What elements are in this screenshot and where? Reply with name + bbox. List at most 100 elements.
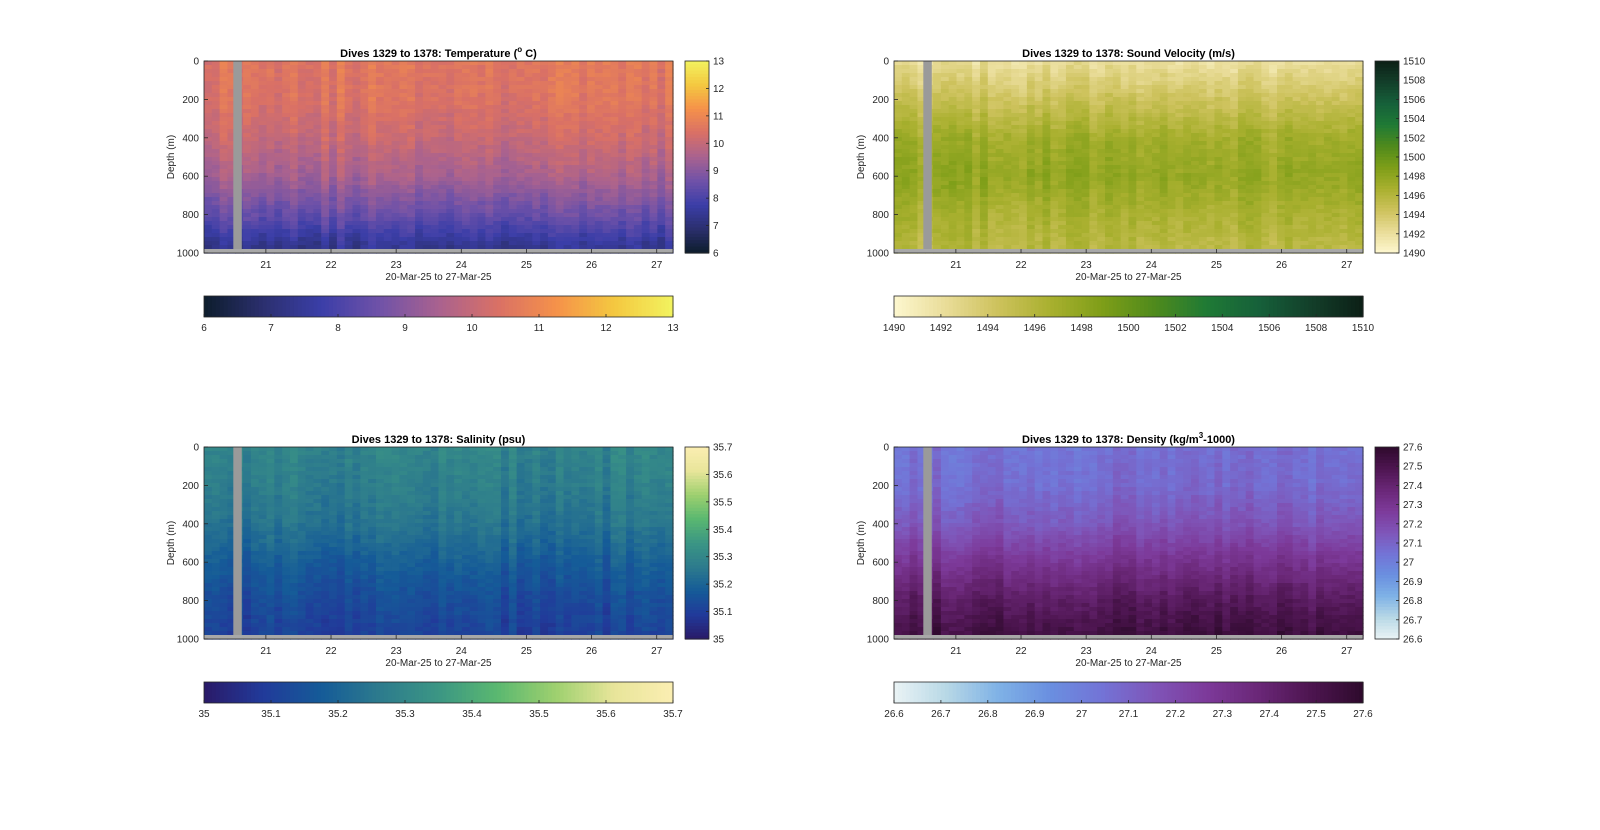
heatmap-cell [204,205,213,210]
heatmap-cell [587,149,596,154]
heatmap-cell [547,73,557,78]
heatmap-cell [633,61,643,66]
heatmap-cell [508,213,518,218]
heatmap-cell [399,209,408,214]
heatmap-cell [1050,101,1059,106]
heatmap-cell [415,189,424,194]
heatmap-cell [555,217,565,222]
heatmap-cell [1089,177,1098,182]
heatmap-cell [1073,69,1083,74]
heatmap-cell [438,153,447,158]
heatmap-cell [438,217,447,222]
heatmap-cell [1026,93,1036,98]
heatmap-cell [1128,125,1137,130]
heatmap-cell [995,89,1005,94]
heatmap-cell [274,125,283,130]
heatmap-cell [964,97,973,102]
horizontal-colorbar: 6 7 8 9 10 11 12 13 [201,295,679,334]
heatmap-cell [352,185,361,190]
heatmap-cell [657,157,666,162]
heatmap-cell [641,217,651,222]
heatmap-cell [258,161,268,166]
heatmap-cell [243,105,252,110]
heatmap-cell [243,61,252,66]
heatmap-cell [297,153,307,158]
heatmap-cell [493,213,502,218]
heatmap-cell [266,129,275,134]
heatmap-cell [1151,145,1161,150]
heatmap-cell [665,97,674,102]
heatmap-cell [610,241,619,246]
heatmap-cell [610,185,619,190]
heatmap-cell [995,185,1005,190]
heatmap-cell [282,89,291,94]
heatmap-cell [917,169,926,174]
heatmap-cell [360,85,369,90]
heatmap-cell [571,177,580,182]
heatmap-cell [1034,89,1044,94]
heatmap-cell [508,209,518,214]
heatmap-cell [313,201,322,206]
heatmap-cell [461,181,471,186]
heatmap-cell [995,97,1005,102]
heatmap-cell [477,137,486,142]
heatmap-cell [501,241,510,246]
heatmap-cell [956,101,965,106]
heatmap-cell [587,65,596,70]
heatmap-cell [956,129,965,134]
heatmap-cell [1089,169,1098,174]
heatmap-cell [438,113,447,118]
heatmap-cell [1050,73,1059,78]
heatmap-cell [336,173,346,178]
heatmap-cell [524,85,533,90]
heatmap-cell [1003,117,1012,122]
heatmap-cell [250,169,260,174]
heatmap-cell [964,117,973,122]
heatmap-cell [501,237,510,242]
heatmap-cell [555,145,565,150]
heatmap-cell [1144,161,1153,166]
heatmap-cell [1034,153,1044,158]
heatmap-cell [422,101,432,106]
heatmap-cell [626,101,635,106]
heatmap-cell [274,69,283,74]
colorbar-tick-label: 9 [713,166,719,177]
heatmap-cell [227,73,236,78]
heatmap-cell [329,129,338,134]
heatmap-cell [305,217,315,222]
heatmap-cell [1003,197,1012,202]
heatmap-cell [602,185,612,190]
heatmap-cell [1065,117,1075,122]
heatmap-cell [1128,213,1137,218]
heatmap-cell [399,69,408,74]
heatmap-cell [508,149,518,154]
heatmap-cell [563,133,572,138]
heatmap-cell [477,125,486,130]
heatmap-cell [1097,157,1106,162]
heatmap-cell [1120,149,1130,154]
heatmap-cell [516,101,526,106]
heatmap-cell [626,129,635,134]
heatmap-cell [422,61,432,66]
heatmap-cell [540,245,549,250]
heatmap-cell [501,77,510,82]
heatmap-cell [422,161,432,166]
heatmap-cell [446,121,455,126]
colorbar-segment [587,296,592,317]
heatmap-cell [587,157,596,162]
heatmap-cell [407,169,416,174]
colorbar-segment [231,296,236,317]
heatmap-cell [579,137,588,142]
heatmap-cell [1183,93,1192,98]
heatmap-cell [1112,149,1122,154]
heatmap-cell [1120,193,1130,198]
colorbar-segment [685,128,709,132]
heatmap-cell [250,89,260,94]
heatmap-cell [1003,245,1012,250]
x-tick-label: 27 [651,260,663,271]
heatmap-cell [1167,173,1176,178]
heatmap-cell [399,81,408,86]
heatmap-cell [360,113,369,118]
heatmap-cell [266,149,275,154]
heatmap-cell [594,157,604,162]
